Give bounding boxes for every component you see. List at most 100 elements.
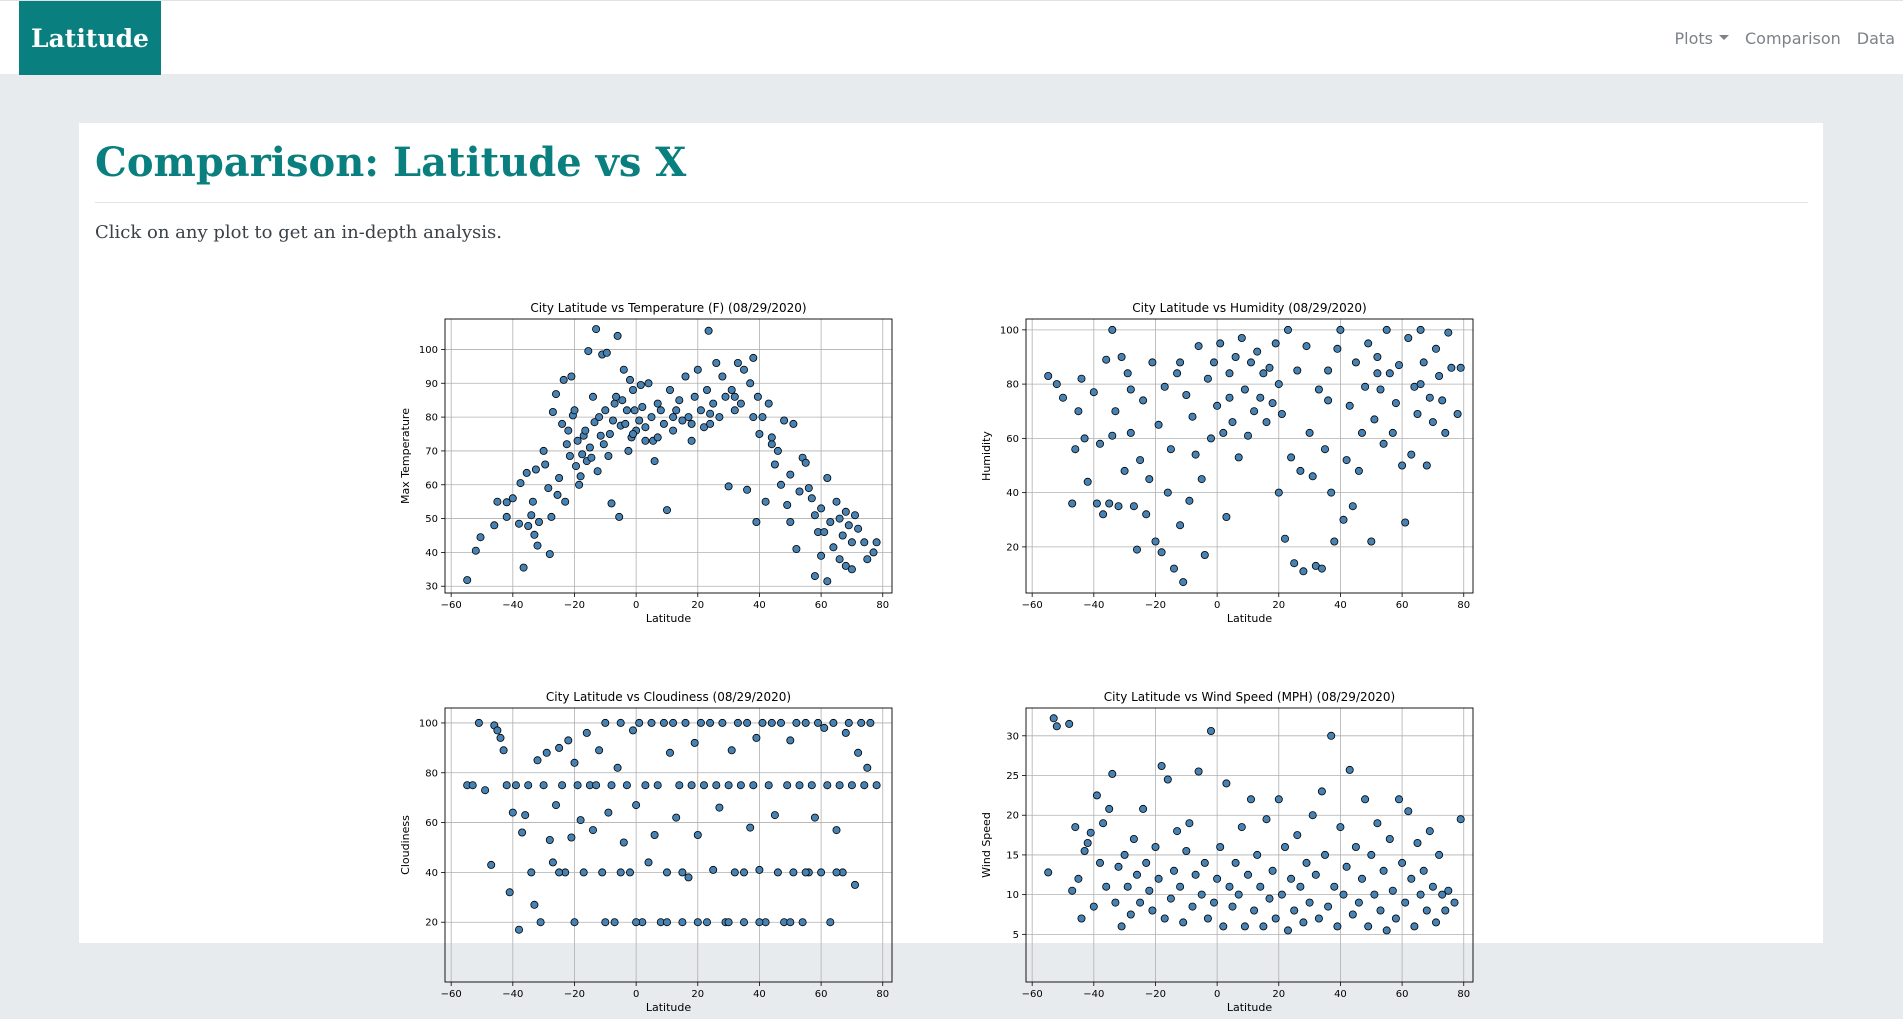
data-point <box>719 373 726 380</box>
data-point <box>1420 867 1427 874</box>
data-point <box>1300 919 1307 926</box>
data-point <box>603 349 610 356</box>
data-point <box>818 869 825 876</box>
nav-plots-dropdown[interactable]: Plots <box>1667 29 1738 48</box>
data-point <box>654 434 661 441</box>
data-point <box>845 522 852 529</box>
data-point <box>602 919 609 926</box>
data-point <box>1266 364 1273 371</box>
data-point <box>1448 364 1455 371</box>
nav-data-link[interactable]: Data <box>1849 29 1903 48</box>
data-point <box>497 734 504 741</box>
data-point <box>1272 340 1279 347</box>
y-tick-label: 60 <box>425 818 438 829</box>
data-point <box>836 556 843 563</box>
data-point <box>529 498 536 505</box>
data-point <box>1408 451 1415 458</box>
data-point <box>1140 805 1147 812</box>
data-point <box>1343 863 1350 870</box>
data-point <box>750 782 757 789</box>
data-point <box>611 400 618 407</box>
data-point <box>1241 923 1248 930</box>
data-point <box>1368 538 1375 545</box>
data-point <box>1195 343 1202 350</box>
wind-speed-plot[interactable]: City Latitude vs Wind Speed (MPH) (08/29… <box>977 683 1477 1019</box>
data-point <box>534 757 541 764</box>
data-point <box>851 512 858 519</box>
data-point <box>1100 820 1107 827</box>
data-point <box>1355 467 1362 474</box>
y-tick-label: 90 <box>425 379 438 390</box>
x-tick-label: 60 <box>1396 600 1409 611</box>
data-point <box>1315 915 1322 922</box>
data-point <box>1106 805 1113 812</box>
data-point <box>784 782 791 789</box>
data-point <box>540 447 547 454</box>
data-point <box>1201 859 1208 866</box>
data-point <box>593 326 600 333</box>
data-point <box>596 747 603 754</box>
data-point <box>694 831 701 838</box>
data-point <box>1371 416 1378 423</box>
data-point <box>1380 440 1387 447</box>
data-point <box>1217 843 1224 850</box>
cloudiness-plot[interactable]: City Latitude vs Cloudiness (08/29/2020)… <box>396 683 896 1019</box>
data-point <box>1312 871 1319 878</box>
data-point <box>725 919 732 926</box>
data-point <box>1300 568 1307 575</box>
data-point <box>1454 410 1461 417</box>
data-point <box>1118 923 1125 930</box>
temperature-plot[interactable]: City Latitude vs Temperature (F) (08/29/… <box>396 294 896 630</box>
data-point <box>528 512 535 519</box>
nav-comparison-link[interactable]: Comparison <box>1737 29 1849 48</box>
data-point <box>1180 919 1187 926</box>
data-point <box>1226 370 1233 377</box>
humidity-plot[interactable]: City Latitude vs Humidity (08/29/2020)−6… <box>977 294 1477 630</box>
data-point <box>1321 446 1328 453</box>
data-point <box>660 420 667 427</box>
data-point <box>600 441 607 448</box>
data-point <box>1392 400 1399 407</box>
data-point <box>830 544 837 551</box>
data-point <box>719 719 726 726</box>
y-tick-label: 60 <box>1006 434 1019 445</box>
data-point <box>1426 394 1433 401</box>
data-point <box>645 859 652 866</box>
data-point <box>1288 875 1295 882</box>
data-point <box>617 719 624 726</box>
data-point <box>765 400 772 407</box>
data-point <box>1309 473 1316 480</box>
data-point <box>1355 899 1362 906</box>
data-point <box>777 719 784 726</box>
data-point <box>811 573 818 580</box>
data-point <box>768 434 775 441</box>
data-point <box>565 737 572 744</box>
data-point <box>1445 329 1452 336</box>
data-point <box>546 836 553 843</box>
data-point <box>1417 381 1424 388</box>
data-point <box>614 764 621 771</box>
data-point <box>648 719 655 726</box>
data-point <box>626 376 633 383</box>
y-tick-label: 25 <box>1006 771 1019 782</box>
data-point <box>861 539 868 546</box>
data-point <box>1377 386 1384 393</box>
data-point <box>1158 762 1165 769</box>
data-point <box>589 393 596 400</box>
data-point <box>1402 519 1409 526</box>
chart-title: City Latitude vs Cloudiness (08/29/2020) <box>546 690 791 704</box>
data-point <box>1405 334 1412 341</box>
x-tick-label: 20 <box>1272 600 1285 611</box>
data-point <box>469 782 476 789</box>
brand-link[interactable]: Latitude <box>19 1 161 75</box>
x-tick-label: 60 <box>1396 989 1409 1000</box>
data-point <box>1174 370 1181 377</box>
data-point <box>562 498 569 505</box>
data-point <box>1284 326 1291 333</box>
data-point <box>1288 454 1295 461</box>
data-point <box>1183 391 1190 398</box>
data-point <box>691 393 698 400</box>
data-point <box>1192 871 1199 878</box>
data-point <box>750 414 757 421</box>
data-point <box>666 386 673 393</box>
